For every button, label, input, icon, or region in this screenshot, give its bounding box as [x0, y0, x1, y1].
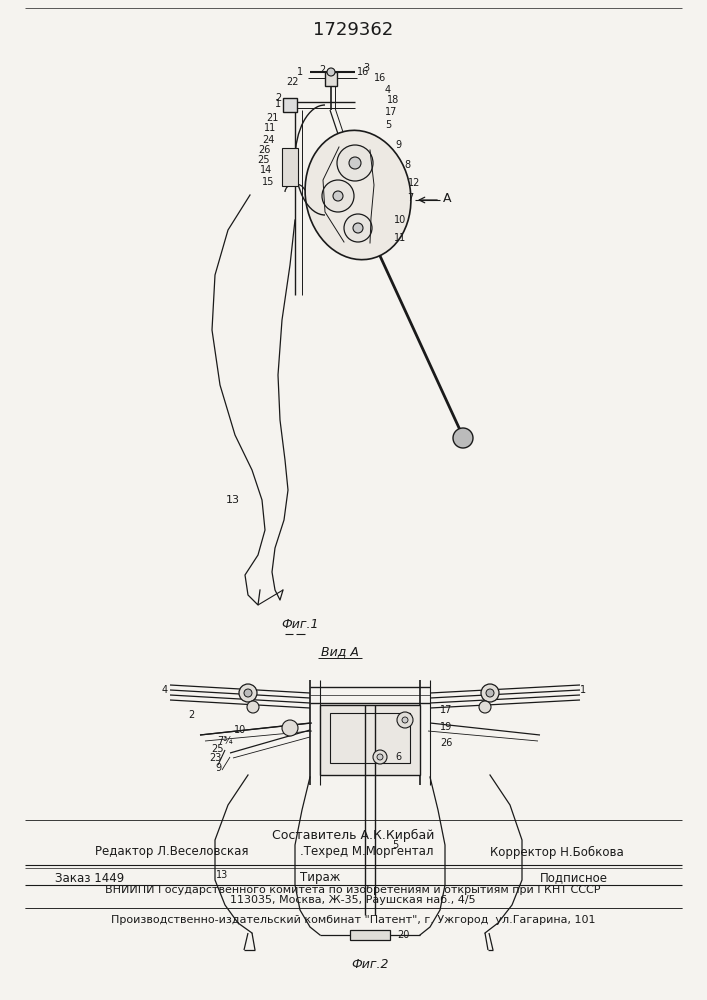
- Text: 23: 23: [209, 753, 221, 763]
- Text: .Техред М.Моргентал: .Техред М.Моргентал: [300, 846, 433, 858]
- Text: 12: 12: [408, 178, 420, 188]
- Text: 16: 16: [357, 67, 369, 77]
- Text: 20: 20: [397, 930, 409, 940]
- Text: 21: 21: [266, 113, 278, 123]
- Text: Фиг.1: Фиг.1: [281, 618, 319, 632]
- Bar: [325, 72, 337, 86]
- Circle shape: [344, 214, 372, 242]
- Text: 5: 5: [392, 840, 398, 850]
- Text: 1: 1: [275, 99, 281, 109]
- Ellipse shape: [305, 130, 411, 260]
- Text: 26: 26: [440, 738, 452, 748]
- Text: 6: 6: [395, 752, 401, 762]
- Text: 19: 19: [440, 722, 452, 732]
- Bar: [282, 148, 298, 186]
- Text: Вид А: Вид А: [321, 646, 359, 658]
- Text: 17: 17: [440, 705, 452, 715]
- Text: Производственно-издательский комбинат "Патент", г. Ужгород  ул.Гагарина, 101: Производственно-издательский комбинат "П…: [111, 915, 595, 925]
- Text: Тираж: Тираж: [300, 871, 340, 884]
- Text: Составитель А.К.Кирбай: Составитель А.К.Кирбай: [271, 828, 434, 842]
- Text: 25: 25: [258, 155, 270, 165]
- Text: 7¾: 7¾: [217, 736, 233, 746]
- Text: 2: 2: [189, 710, 195, 720]
- Text: 11: 11: [394, 233, 406, 243]
- Text: 24: 24: [262, 135, 274, 145]
- Circle shape: [282, 720, 298, 736]
- Text: 4: 4: [385, 85, 391, 95]
- Text: 8: 8: [404, 160, 410, 170]
- Circle shape: [244, 689, 252, 697]
- Text: 14: 14: [260, 165, 272, 175]
- Text: Корректор Н.Бобкова: Корректор Н.Бобкова: [490, 845, 624, 859]
- Text: 13: 13: [216, 870, 228, 880]
- Text: 11: 11: [264, 123, 276, 133]
- Circle shape: [486, 689, 494, 697]
- Circle shape: [377, 754, 383, 760]
- Text: 10: 10: [394, 215, 406, 225]
- Text: 18: 18: [387, 95, 399, 105]
- Bar: [330, 713, 410, 763]
- Circle shape: [247, 701, 259, 713]
- Circle shape: [322, 180, 354, 212]
- Text: 22: 22: [287, 77, 299, 87]
- Text: 2: 2: [275, 93, 281, 103]
- Circle shape: [402, 717, 408, 723]
- Text: ВНИИПИ Государственного комитета по изобретениям и открытиям при ГКНТ СССР: ВНИИПИ Государственного комитета по изоб…: [105, 885, 601, 895]
- Text: 1729362: 1729362: [313, 21, 393, 39]
- Text: 7: 7: [407, 193, 413, 203]
- Circle shape: [349, 157, 361, 169]
- Circle shape: [337, 145, 373, 181]
- Text: 13: 13: [226, 495, 240, 505]
- Text: 1: 1: [580, 685, 586, 695]
- Circle shape: [453, 428, 473, 448]
- Text: 10: 10: [234, 725, 246, 735]
- Text: 15: 15: [262, 177, 274, 187]
- Text: 1: 1: [297, 67, 303, 77]
- Text: Фиг.2: Фиг.2: [351, 958, 389, 972]
- Text: 25: 25: [212, 744, 224, 754]
- Circle shape: [327, 68, 335, 76]
- Text: А: А: [443, 192, 451, 206]
- Circle shape: [397, 712, 413, 728]
- Text: 9: 9: [395, 140, 401, 150]
- Circle shape: [353, 223, 363, 233]
- Text: 113035, Москва, Ж-35, Раушская наб., 4/5: 113035, Москва, Ж-35, Раушская наб., 4/5: [230, 895, 476, 905]
- Bar: [283, 98, 297, 112]
- Text: Заказ 1449: Заказ 1449: [55, 871, 124, 884]
- Circle shape: [479, 701, 491, 713]
- Circle shape: [373, 750, 387, 764]
- Text: 5: 5: [385, 120, 391, 130]
- Text: 9: 9: [215, 763, 221, 773]
- Text: 2: 2: [319, 65, 325, 75]
- Text: 16: 16: [374, 73, 386, 83]
- Circle shape: [333, 191, 343, 201]
- Bar: [350, 930, 390, 940]
- Text: 4: 4: [162, 685, 168, 695]
- Circle shape: [239, 684, 257, 702]
- Text: 17: 17: [385, 107, 397, 117]
- Text: 3: 3: [363, 63, 369, 73]
- Bar: [320, 705, 420, 775]
- Circle shape: [481, 684, 499, 702]
- Text: 26: 26: [258, 145, 270, 155]
- Text: Редактор Л.Веселовская: Редактор Л.Веселовская: [95, 846, 248, 858]
- Text: Подписное: Подписное: [540, 871, 608, 884]
